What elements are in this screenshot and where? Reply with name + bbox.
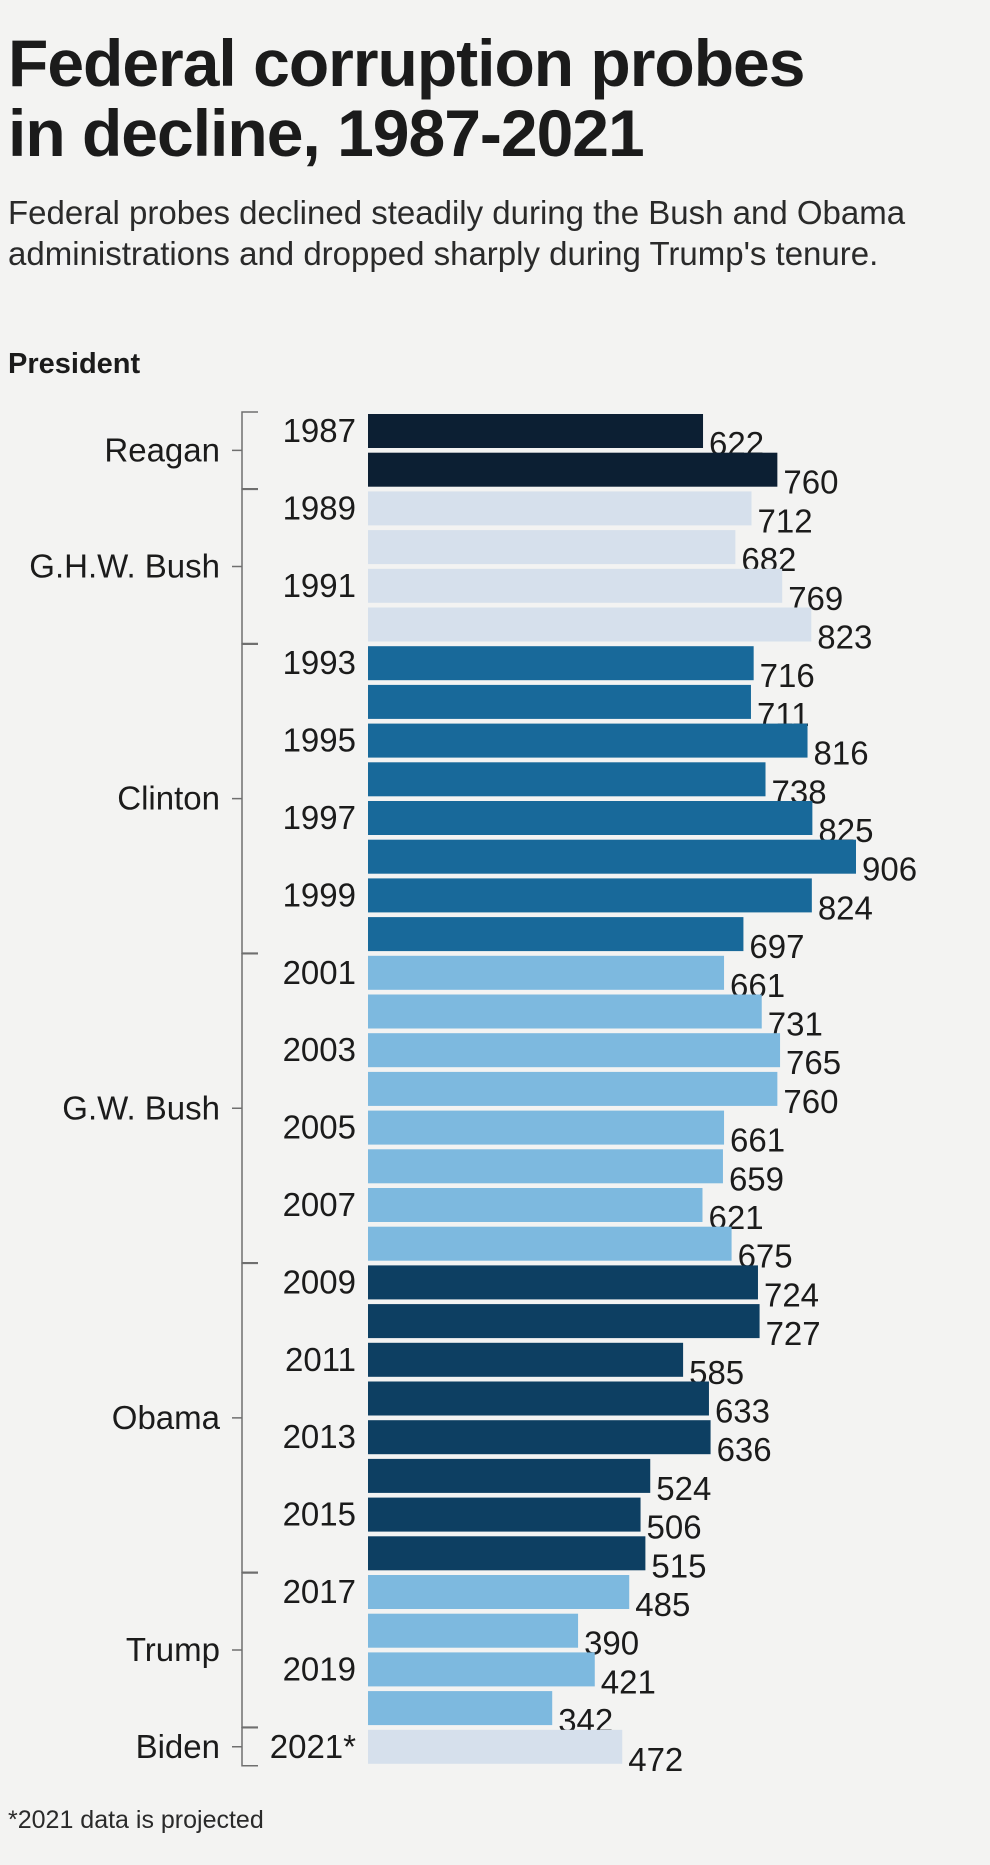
bar-2012 xyxy=(368,1381,709,1416)
footnote: *2021 data is projected xyxy=(8,1806,264,1834)
president-label: G.W. Bush xyxy=(62,1089,220,1126)
bar-2019 xyxy=(368,1652,595,1687)
president-label: Obama xyxy=(112,1399,221,1436)
bar-1994 xyxy=(368,684,751,719)
president-label: Clinton xyxy=(117,780,220,817)
chart-title: Federal corruption probes in decline, 19… xyxy=(8,26,805,170)
bar-1988 xyxy=(368,452,778,487)
year-tick-label: 2009 xyxy=(283,1263,356,1300)
president-bracket xyxy=(232,643,258,954)
bar-2013 xyxy=(368,1420,711,1455)
bar-2007 xyxy=(368,1188,703,1222)
value-label: 524 xyxy=(656,1470,711,1507)
bar-1992 xyxy=(368,607,812,642)
bar-1997 xyxy=(368,801,813,835)
president-bracket xyxy=(232,411,258,490)
bar-1999 xyxy=(368,878,812,913)
value-label: 727 xyxy=(766,1315,821,1352)
year-tick-label: 2021* xyxy=(270,1728,356,1765)
value-label: 760 xyxy=(783,1083,838,1120)
value-label: 636 xyxy=(717,1431,772,1468)
year-tick-label: 1997 xyxy=(283,799,356,836)
bar-2011 xyxy=(368,1342,684,1377)
value-label: 697 xyxy=(749,928,804,965)
y-axis-heading: President xyxy=(8,348,141,380)
year-tick-label: 2017 xyxy=(283,1573,356,1610)
bar-2006 xyxy=(368,1149,723,1184)
president-label: Biden xyxy=(136,1728,220,1765)
bar-2018 xyxy=(368,1613,579,1648)
bar-1998 xyxy=(368,839,856,874)
value-label: 506 xyxy=(647,1509,702,1546)
bar-2020 xyxy=(368,1691,553,1726)
bar-1996 xyxy=(368,762,766,797)
president-bracket xyxy=(232,488,258,645)
year-tick-label: 1999 xyxy=(283,876,356,913)
year-tick-label: 2005 xyxy=(283,1109,356,1146)
value-label: 472 xyxy=(628,1741,683,1778)
bar-2014 xyxy=(368,1458,651,1493)
bar-2010 xyxy=(368,1304,760,1339)
bar-1993 xyxy=(368,646,754,681)
value-label: 633 xyxy=(715,1393,770,1430)
value-label: 515 xyxy=(651,1547,706,1584)
bar-2003 xyxy=(368,1033,781,1068)
bar-2002 xyxy=(368,994,762,1029)
bar-2001 xyxy=(368,955,725,990)
year-tick-label: 2003 xyxy=(283,1031,356,1068)
year-tick-label: 2015 xyxy=(283,1496,356,1533)
president-bracket xyxy=(232,953,258,1264)
president-label: G.H.W. Bush xyxy=(29,547,220,584)
value-label: 906 xyxy=(862,851,917,888)
value-label: 659 xyxy=(729,1160,784,1197)
bar-1989 xyxy=(368,491,752,526)
chart-subtitle: Federal probes declined steadily during … xyxy=(8,194,906,272)
year-tick-label: 1993 xyxy=(283,644,356,681)
value-label: 716 xyxy=(760,657,815,694)
value-label: 485 xyxy=(635,1586,690,1623)
year-tick-label: 1989 xyxy=(283,489,356,526)
value-label: 661 xyxy=(730,1122,785,1159)
president-bracket xyxy=(232,1262,258,1574)
year-tick-label: 2013 xyxy=(283,1418,356,1455)
value-label: 816 xyxy=(814,735,869,772)
value-label: 823 xyxy=(817,619,872,656)
bar-2021 xyxy=(368,1729,623,1764)
bar-1995 xyxy=(368,723,808,758)
bar-1987 xyxy=(368,414,704,448)
year-tick-label: 2007 xyxy=(283,1186,356,1223)
bar-2000 xyxy=(368,917,744,952)
president-label: Reagan xyxy=(104,431,220,468)
value-label: 724 xyxy=(764,1276,819,1313)
value-label: 765 xyxy=(786,1044,841,1081)
bar-1990 xyxy=(368,530,736,565)
bar-2015 xyxy=(368,1497,641,1532)
bar-1991 xyxy=(368,568,783,603)
bar-2009 xyxy=(368,1265,758,1300)
bar-2008 xyxy=(368,1226,732,1261)
value-label: 421 xyxy=(601,1663,656,1700)
bar-2005 xyxy=(368,1110,725,1145)
year-tick-label: 1987 xyxy=(283,412,356,449)
value-label: 712 xyxy=(758,502,813,539)
bar-2017 xyxy=(368,1575,630,1609)
bar-2004 xyxy=(368,1071,778,1106)
year-tick-label: 1991 xyxy=(283,567,356,604)
value-label: 824 xyxy=(818,889,873,926)
president-bracket xyxy=(232,1572,258,1728)
year-tick-label: 1995 xyxy=(283,722,356,759)
year-tick-label: 2019 xyxy=(283,1650,356,1687)
value-label: 760 xyxy=(783,464,838,501)
year-tick-label: 2001 xyxy=(283,954,356,991)
president-bracket xyxy=(232,1727,258,1767)
bar-2016 xyxy=(368,1536,646,1571)
year-tick-label: 2011 xyxy=(285,1341,356,1378)
president-label: Trump xyxy=(126,1631,220,1668)
